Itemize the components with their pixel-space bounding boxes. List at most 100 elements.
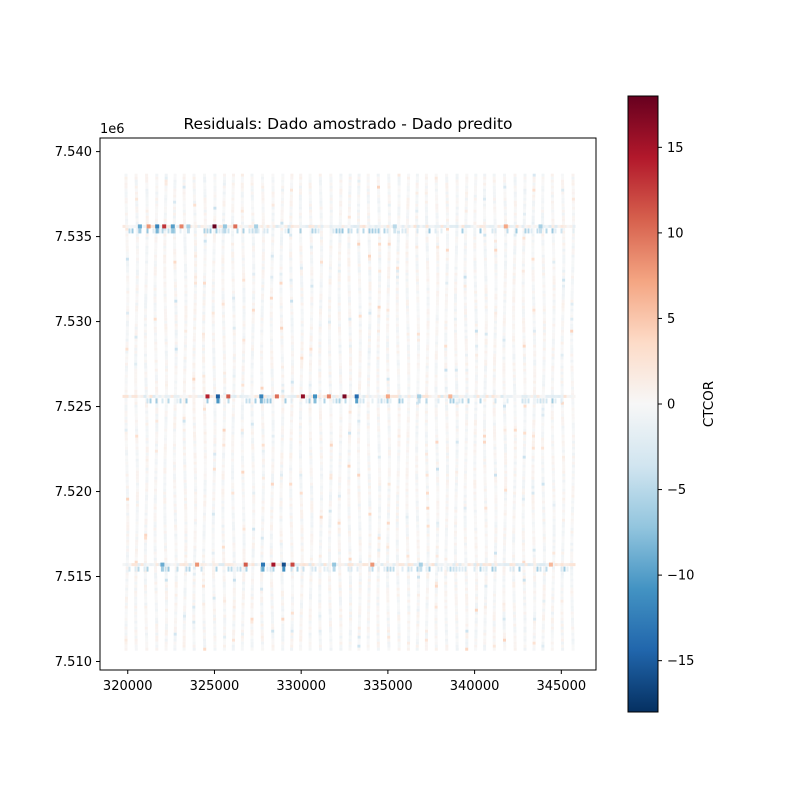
data-point: [182, 194, 186, 198]
data-point: [396, 356, 400, 360]
data-point: [251, 467, 255, 471]
data-point: [135, 191, 138, 195]
data-point: [164, 353, 168, 357]
data-point: [319, 431, 323, 435]
data-point: [251, 311, 255, 315]
data-point: [134, 335, 138, 339]
data-point: [270, 608, 274, 612]
data-point: [184, 527, 188, 531]
data-point: [329, 458, 333, 462]
data-point: [252, 479, 255, 483]
data-point: [252, 491, 256, 495]
data-point: [134, 392, 138, 396]
data-point: [415, 434, 419, 438]
data-point: [329, 467, 333, 471]
data-point: [415, 440, 419, 444]
data-point: [338, 596, 342, 600]
data-point: [366, 176, 370, 180]
data-point: [124, 428, 128, 432]
data-point: [328, 524, 332, 528]
data-point: [184, 506, 188, 510]
data-point: [290, 530, 293, 534]
data-point: [183, 614, 186, 618]
data-point: [338, 218, 342, 222]
data-point: [174, 554, 178, 558]
survey-line: [347, 173, 353, 651]
data-point: [328, 320, 331, 324]
data-point: [318, 386, 322, 390]
data-point: [395, 536, 399, 540]
data-point: [368, 329, 372, 333]
data-point: [232, 320, 236, 324]
data-point: [250, 401, 254, 405]
data-point: [358, 569, 362, 573]
data-point: [405, 290, 409, 294]
data-point: [240, 440, 244, 444]
data-point: [426, 269, 430, 273]
data-point: [280, 569, 284, 573]
data-point: [347, 218, 351, 222]
data-point: [270, 275, 274, 279]
data-point: [242, 500, 245, 504]
data-point: [396, 245, 400, 249]
data-point: [223, 605, 227, 609]
data-point: [290, 644, 294, 648]
data-point: [125, 242, 129, 246]
data-point: [425, 230, 429, 234]
data-point: [309, 590, 313, 594]
data-point: [124, 443, 128, 447]
data-point: [183, 254, 187, 258]
data-point: [396, 248, 400, 252]
data-point: [366, 428, 370, 432]
data-point: [406, 413, 410, 417]
data-point: [222, 581, 226, 585]
data-point: [221, 494, 225, 498]
data-point: [328, 335, 331, 339]
data-point: [386, 542, 390, 546]
data-point: [240, 452, 244, 456]
data-point: [357, 206, 361, 210]
data-point: [357, 401, 361, 405]
data-point: [242, 353, 245, 357]
data-point: [212, 488, 216, 492]
data-point: [387, 245, 391, 249]
data-point: [395, 293, 399, 297]
data-point: [309, 236, 313, 240]
data-point: [291, 584, 294, 588]
data-point: [250, 194, 254, 198]
data-point: [271, 182, 275, 186]
data-point: [416, 614, 420, 618]
data-point: [126, 554, 129, 558]
data-point: [155, 383, 159, 387]
data-point: [126, 503, 130, 507]
data-point: [221, 257, 225, 261]
data-point: [251, 446, 255, 450]
data-point: [155, 632, 159, 636]
data-point: [329, 623, 332, 627]
data-point: [232, 632, 236, 636]
data-point: [366, 416, 370, 420]
data-point: [252, 260, 256, 264]
data-point: [154, 374, 158, 378]
data-point: [309, 587, 313, 591]
data-point: [386, 530, 390, 534]
data-point: [300, 338, 304, 342]
data-point: [396, 557, 399, 561]
data-point: [211, 329, 215, 333]
data-point: [202, 575, 205, 579]
data-point: [358, 320, 362, 324]
data-point: [281, 617, 285, 621]
data-point: [281, 407, 285, 411]
data-point: [231, 497, 235, 501]
data-point: [289, 452, 293, 456]
data-point: [154, 254, 158, 258]
data-point: [300, 503, 303, 507]
data-point: [368, 533, 372, 537]
data-point: [405, 464, 409, 468]
data-point: [194, 245, 197, 249]
data-point: [155, 410, 159, 414]
data-point: [202, 290, 206, 294]
data-point: [184, 542, 188, 546]
data-point: [366, 635, 370, 639]
data-point: [242, 545, 246, 549]
